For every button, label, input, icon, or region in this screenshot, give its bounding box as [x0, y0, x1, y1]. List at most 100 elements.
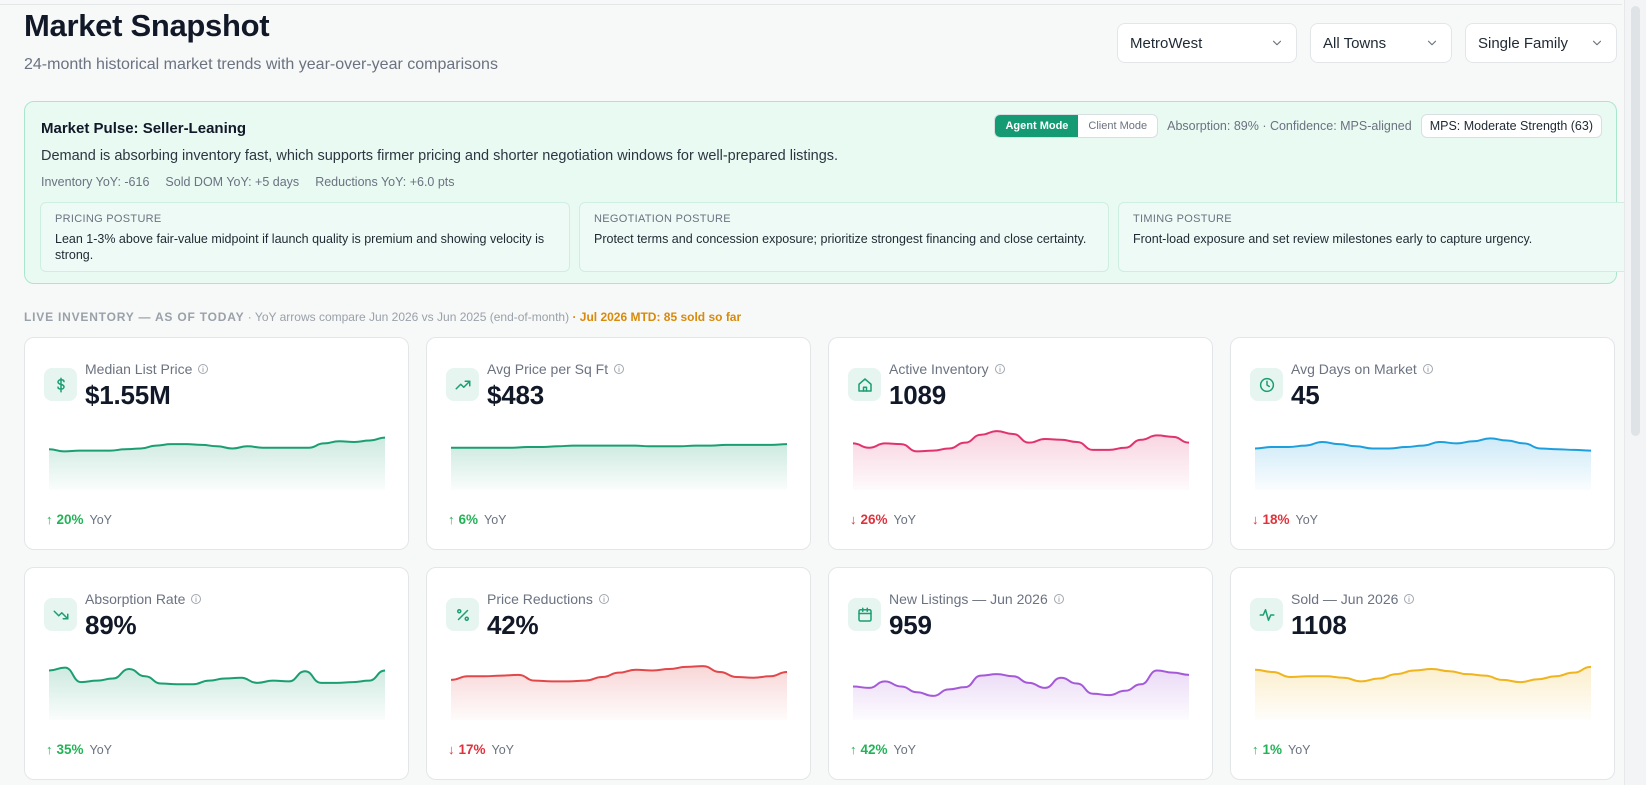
metric-label-text: Active Inventory: [889, 361, 989, 377]
info-icon[interactable]: [1403, 593, 1415, 605]
sparkline-chart: [1255, 665, 1591, 720]
metric-card[interactable]: Avg Price per Sq Ft $483 ↑ 6% YoY: [426, 337, 811, 550]
metric-label-text: Absorption Rate: [85, 591, 186, 607]
metric-label-text: Price Reductions: [487, 591, 593, 607]
pricing-posture-card: PRICING POSTURE Lean 1-3% above fair-val…: [40, 202, 570, 272]
info-icon[interactable]: [190, 593, 202, 605]
percent-icon: [446, 598, 479, 631]
metric-value: 45: [1291, 380, 1320, 410]
sparkline-chart: [451, 665, 787, 720]
arrow-up-icon: ↑: [46, 742, 53, 757]
yoy-indicator: ↓ 17% YoY: [448, 742, 514, 757]
metric-card[interactable]: Absorption Rate 89% ↑ 35% YoY: [24, 567, 409, 780]
yoy-percent: 20%: [56, 512, 84, 527]
yoy-indicator: ↑ 20% YoY: [46, 512, 112, 527]
region-select[interactable]: MetroWest: [1117, 23, 1297, 63]
property-type-select-value: Single Family: [1478, 34, 1569, 52]
yoy-indicator: ↑ 1% YoY: [1252, 742, 1311, 757]
sparkline-area: [49, 667, 385, 720]
yoy-label: YoY: [893, 512, 917, 527]
metric-value: $483: [487, 380, 545, 410]
town-select-value: All Towns: [1323, 34, 1387, 52]
metric-card[interactable]: Sold — Jun 2026 1108 ↑ 1% YoY: [1230, 567, 1615, 780]
market-pulse-description: Demand is absorbing inventory fast, whic…: [41, 148, 839, 164]
metric-label: Sold — Jun 2026: [1291, 591, 1415, 607]
sparkline-chart: [451, 443, 787, 490]
sparkline-chart: [853, 430, 1189, 490]
mtd-sold-note: · Jul 2026 MTD: 85 sold so far: [572, 310, 742, 324]
sparkline-line: [853, 430, 1189, 453]
yoy-percent: 18%: [1262, 512, 1290, 527]
yoy-percent: 17%: [458, 742, 486, 757]
metric-card[interactable]: Active Inventory 1089 ↓ 26% YoY: [828, 337, 1213, 550]
live-inventory-heading: LIVE INVENTORY — AS OF TODAY: [24, 310, 245, 324]
agent-mode-button[interactable]: Agent Mode: [995, 115, 1079, 137]
arrow-down-icon: ↓: [448, 742, 455, 757]
yoy-indicator: ↑ 42% YoY: [850, 742, 916, 757]
market-pulse-title: Market Pulse: Seller-Leaning: [41, 120, 247, 137]
sparkline-chart: [49, 436, 385, 490]
metric-label-text: Avg Days on Market: [1291, 361, 1417, 377]
metric-cards-grid: Median List Price $1.55M ↑ 20% YoY Avg Price …: [24, 337, 1617, 780]
yoy-indicator: ↓ 18% YoY: [1252, 512, 1318, 527]
posture-label: PRICING POSTURE: [55, 213, 162, 225]
info-icon[interactable]: [598, 593, 610, 605]
metric-value: $1.55M: [85, 380, 171, 410]
sparkline-area: [1255, 666, 1591, 720]
metric-card[interactable]: Median List Price $1.55M ↑ 20% YoY: [24, 337, 409, 550]
dollar-icon: [44, 368, 77, 401]
chevron-down-icon: [1272, 40, 1282, 46]
sparkline-line: [49, 436, 385, 453]
metric-label-text: Sold — Jun 2026: [1291, 591, 1399, 607]
live-inventory-note: · YoY arrows compare Jun 2026 vs Jun 202…: [247, 310, 570, 324]
yoy-indicator: ↓ 26% YoY: [850, 512, 916, 527]
info-icon[interactable]: [613, 363, 625, 375]
yoy-label: YoY: [1295, 512, 1319, 527]
metric-value: 1108: [1291, 610, 1347, 640]
info-icon[interactable]: [197, 363, 209, 375]
trending-up-icon: [446, 368, 479, 401]
home-icon: [848, 368, 881, 401]
metric-label: Absorption Rate: [85, 591, 202, 607]
sparkline-line: [1255, 437, 1591, 452]
sparkline-line: [1255, 665, 1591, 684]
top-divider: [0, 4, 1622, 5]
metric-card[interactable]: Avg Days on Market 45 ↓ 18% YoY: [1230, 337, 1615, 550]
activity-icon: [1250, 598, 1283, 631]
sparkline-area: [853, 670, 1189, 720]
inventory-yoy-stat: Inventory YoY: -616: [41, 175, 150, 189]
info-icon[interactable]: [994, 363, 1006, 375]
posture-label: TIMING POSTURE: [1133, 213, 1232, 225]
info-icon[interactable]: [1053, 593, 1065, 605]
client-mode-button[interactable]: Client Mode: [1088, 120, 1148, 132]
yoy-label: YoY: [1288, 742, 1311, 757]
calendar-icon: [848, 598, 881, 631]
yoy-label: YoY: [484, 512, 507, 527]
sparkline-chart: [853, 669, 1189, 720]
info-icon[interactable]: [1422, 363, 1434, 375]
metric-value: 959: [889, 610, 932, 640]
negotiation-posture-card: NEGOTIATION POSTURE Protect terms and co…: [579, 202, 1109, 272]
town-select[interactable]: All Towns: [1310, 23, 1452, 63]
page-scrollbar[interactable]: [1624, 0, 1646, 785]
yoy-indicator: ↑ 35% YoY: [46, 742, 112, 757]
market-pulse-panel: Market Pulse: Seller-Leaning Agent Mode …: [24, 101, 1646, 284]
metric-value: 42%: [487, 610, 539, 640]
timing-posture-card: TIMING POSTURE Front-load exposure and s…: [1118, 202, 1646, 272]
posture-text: Lean 1-3% above fair-value midpoint if l…: [55, 232, 545, 262]
metric-card[interactable]: New Listings — Jun 2026 959 ↑ 42% YoY: [828, 567, 1213, 780]
posture-label: NEGOTIATION POSTURE: [594, 213, 731, 225]
market-pulse-stats: Inventory YoY: -616 Sold DOM YoY: +5 day…: [41, 175, 455, 189]
scrollbar-thumb[interactable]: [1631, 6, 1640, 436]
yoy-percent: 26%: [860, 512, 888, 527]
chevron-down-icon: [1427, 40, 1437, 46]
property-type-select[interactable]: Single Family: [1465, 23, 1617, 63]
metric-card[interactable]: Price Reductions 42% ↓ 17% YoY: [426, 567, 811, 780]
sparkline-line: [853, 669, 1189, 697]
yoy-label: YoY: [893, 742, 917, 757]
yoy-percent: 35%: [56, 742, 84, 757]
metric-label-text: Median List Price: [85, 361, 193, 377]
metric-value: 1089: [889, 380, 947, 410]
page-subtitle: 24-month historical market trends with y…: [24, 56, 498, 73]
sparkline-chart: [49, 666, 385, 720]
